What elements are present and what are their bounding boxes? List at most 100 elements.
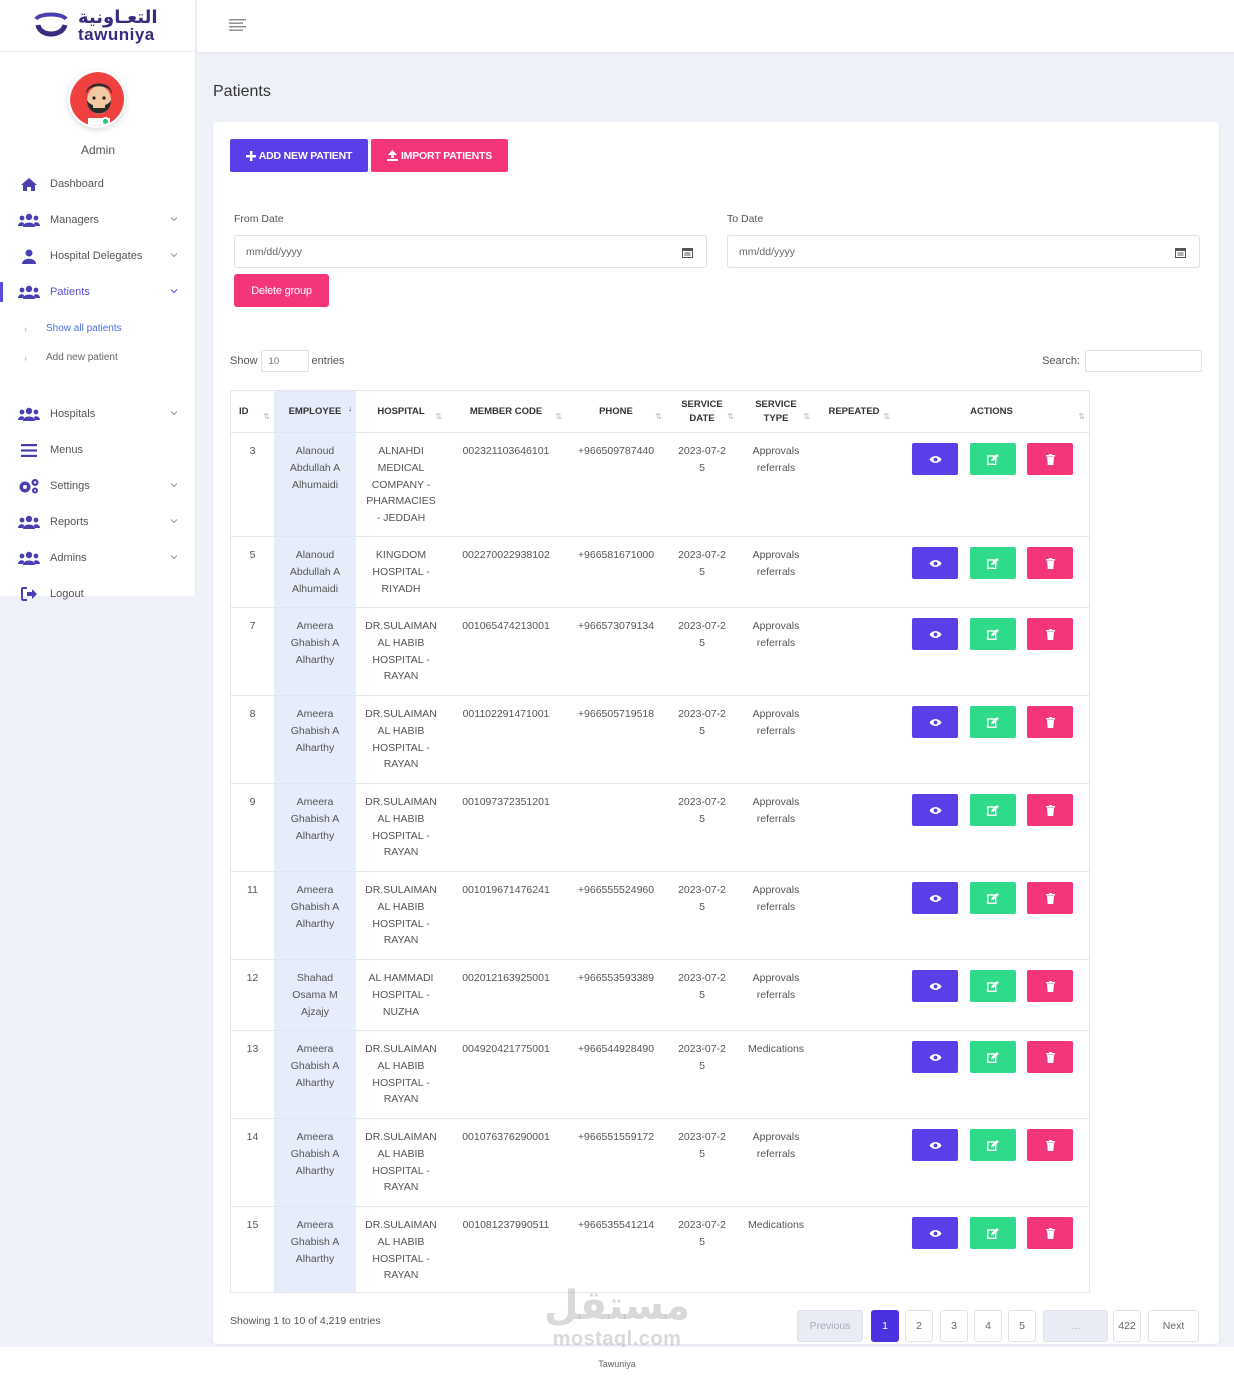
chevron-down-icon (170, 555, 178, 560)
topbar (197, 0, 1234, 52)
menu-toggle-icon[interactable] (229, 18, 247, 32)
col-id[interactable]: ID ⇅ (231, 391, 274, 433)
col-hospital-label: HOSPITAL (377, 406, 425, 418)
edit-button[interactable] (970, 443, 1016, 475)
view-button[interactable] (912, 618, 958, 650)
edit-button[interactable] (970, 1129, 1016, 1161)
import-patients-button[interactable]: IMPORT PATIENTS (371, 139, 508, 172)
trash-icon (1045, 716, 1055, 728)
view-button[interactable] (912, 547, 958, 579)
cell-service-date: 2023-07-25 (678, 549, 726, 578)
cell-employee: Ameera Ghabish A Alharthy (290, 796, 340, 842)
edit-button[interactable] (970, 970, 1016, 1002)
col-actions[interactable]: ACTIONS ⇅ (894, 391, 1089, 433)
sidebar-item-settings[interactable]: Settings (0, 468, 196, 504)
sidebar-item-logout[interactable]: Logout (0, 576, 196, 612)
col-employee[interactable]: EMPLOYEE ↓ (274, 391, 356, 433)
sidebar-item-label: Logout (50, 588, 84, 600)
page-button-5[interactable]: 5 (1008, 1310, 1036, 1342)
view-button[interactable] (912, 970, 958, 1002)
search-input[interactable] (1085, 350, 1202, 372)
view-button[interactable] (912, 706, 958, 738)
col-service-date[interactable]: SERVICE DATE ⇅ (666, 391, 738, 433)
next-page-button[interactable]: Next (1148, 1310, 1199, 1342)
sidebar-item-admins[interactable]: Admins (0, 540, 196, 576)
delete-button[interactable] (1027, 1217, 1073, 1249)
view-button[interactable] (912, 882, 958, 914)
sidebar-item-hospitals[interactable]: Hospitals (0, 396, 196, 432)
sidebar-item-managers[interactable]: Managers (0, 202, 196, 238)
add-new-patient-button[interactable]: ADD NEW PATIENT (230, 139, 368, 172)
cell-hospital: DR.SULAIMAN AL HABIB HOSPITAL - RAYAN (365, 1043, 437, 1106)
sort-icon: ⇅ (803, 412, 810, 421)
cell-phone: +966535541214 (577, 1219, 655, 1231)
col-phone[interactable]: PHONE ⇅ (566, 391, 666, 433)
user-name: Admin (80, 143, 115, 157)
sidebar-item-menus[interactable]: Menus (0, 432, 196, 468)
cell-id: 3 (249, 445, 256, 457)
edit-button[interactable] (970, 1041, 1016, 1073)
watermark-en: mostaql.com (552, 1328, 682, 1350)
calendar-icon[interactable] (682, 247, 693, 258)
col-repeated[interactable]: REPEATED ⇅ (814, 391, 894, 433)
delete-button[interactable] (1027, 547, 1073, 579)
cell-id: 12 (246, 972, 259, 984)
delete-group-button[interactable]: Delete group (234, 274, 329, 307)
sidebar-item-dashboard[interactable]: Dashboard (0, 166, 196, 202)
sign-out-icon (18, 586, 40, 602)
users-icon (18, 212, 40, 228)
view-button[interactable] (912, 794, 958, 826)
col-service-type[interactable]: SERVICE TYPE ⇅ (738, 391, 814, 433)
delete-button[interactable] (1027, 443, 1073, 475)
sidebar-item-label: Hospital Delegates (50, 250, 143, 262)
upload-icon (386, 150, 398, 161)
to-date-input[interactable]: mm/dd/yyyy (727, 235, 1200, 268)
view-button[interactable] (912, 1129, 958, 1161)
sort-icon: ⇅ (435, 412, 442, 421)
sidebar-item-hospital-delegates[interactable]: Hospital Delegates (0, 238, 196, 274)
entries-per-page-select[interactable]: 10 (260, 350, 309, 372)
trash-icon (1045, 1051, 1055, 1063)
delete-button[interactable] (1027, 1041, 1073, 1073)
delete-button[interactable] (1027, 882, 1073, 914)
sidebar-item-label: Managers (50, 214, 99, 226)
edit-button[interactable] (970, 882, 1016, 914)
sort-icon: ⇅ (883, 412, 890, 421)
page-button-1[interactable]: 1 (871, 1310, 899, 1342)
cell-hospital: DR.SULAIMAN AL HABIB HOSPITAL - RAYAN (365, 1219, 437, 1282)
edit-button[interactable] (970, 1217, 1016, 1249)
calendar-icon[interactable] (1175, 247, 1186, 258)
previous-page-button[interactable]: Previous (797, 1310, 863, 1342)
edit-button[interactable] (970, 547, 1016, 579)
sidebar-item-patients[interactable]: Patients (0, 274, 196, 310)
table-row: 15 Ameera Ghabish A Alharthy DR.SULAIMAN A… (231, 1207, 1089, 1294)
brand-logo[interactable]: التعـاونية tawuniya (0, 0, 195, 52)
avatar[interactable] (68, 70, 126, 128)
sidebar-subitem-show-all-patients[interactable]: › Show all patients (0, 314, 196, 343)
sidebar-item-reports[interactable]: Reports (0, 504, 196, 540)
page-button-2[interactable]: 2 (905, 1310, 933, 1342)
view-button[interactable] (912, 1217, 958, 1249)
chevron-down-icon (170, 217, 178, 222)
page-button-422[interactable]: 422 (1113, 1310, 1141, 1342)
page-button-4[interactable]: 4 (974, 1310, 1002, 1342)
page-button-3[interactable]: 3 (940, 1310, 968, 1342)
col-member-code[interactable]: MEMBER CODE ⇅ (446, 391, 566, 433)
view-button[interactable] (912, 443, 958, 475)
edit-icon (987, 892, 999, 904)
cell-member-code: 001019671476241 (462, 884, 550, 896)
delete-button[interactable] (1027, 1129, 1073, 1161)
view-button[interactable] (912, 1041, 958, 1073)
delete-button[interactable] (1027, 970, 1073, 1002)
edit-button[interactable] (970, 618, 1016, 650)
sidebar-subitem-add-new-patient[interactable]: › Add new patient (0, 343, 196, 372)
delete-button[interactable] (1027, 618, 1073, 650)
delete-button[interactable] (1027, 706, 1073, 738)
from-date-input[interactable]: mm/dd/yyyy (234, 235, 707, 268)
edit-button[interactable] (970, 706, 1016, 738)
pagination-info: Showing 1 to 10 of 4,219 entries (230, 1315, 381, 1327)
cell-employee: Ameera Ghabish A Alharthy (290, 884, 340, 930)
col-hospital[interactable]: HOSPITAL ⇅ (356, 391, 446, 433)
delete-button[interactable] (1027, 794, 1073, 826)
edit-button[interactable] (970, 794, 1016, 826)
